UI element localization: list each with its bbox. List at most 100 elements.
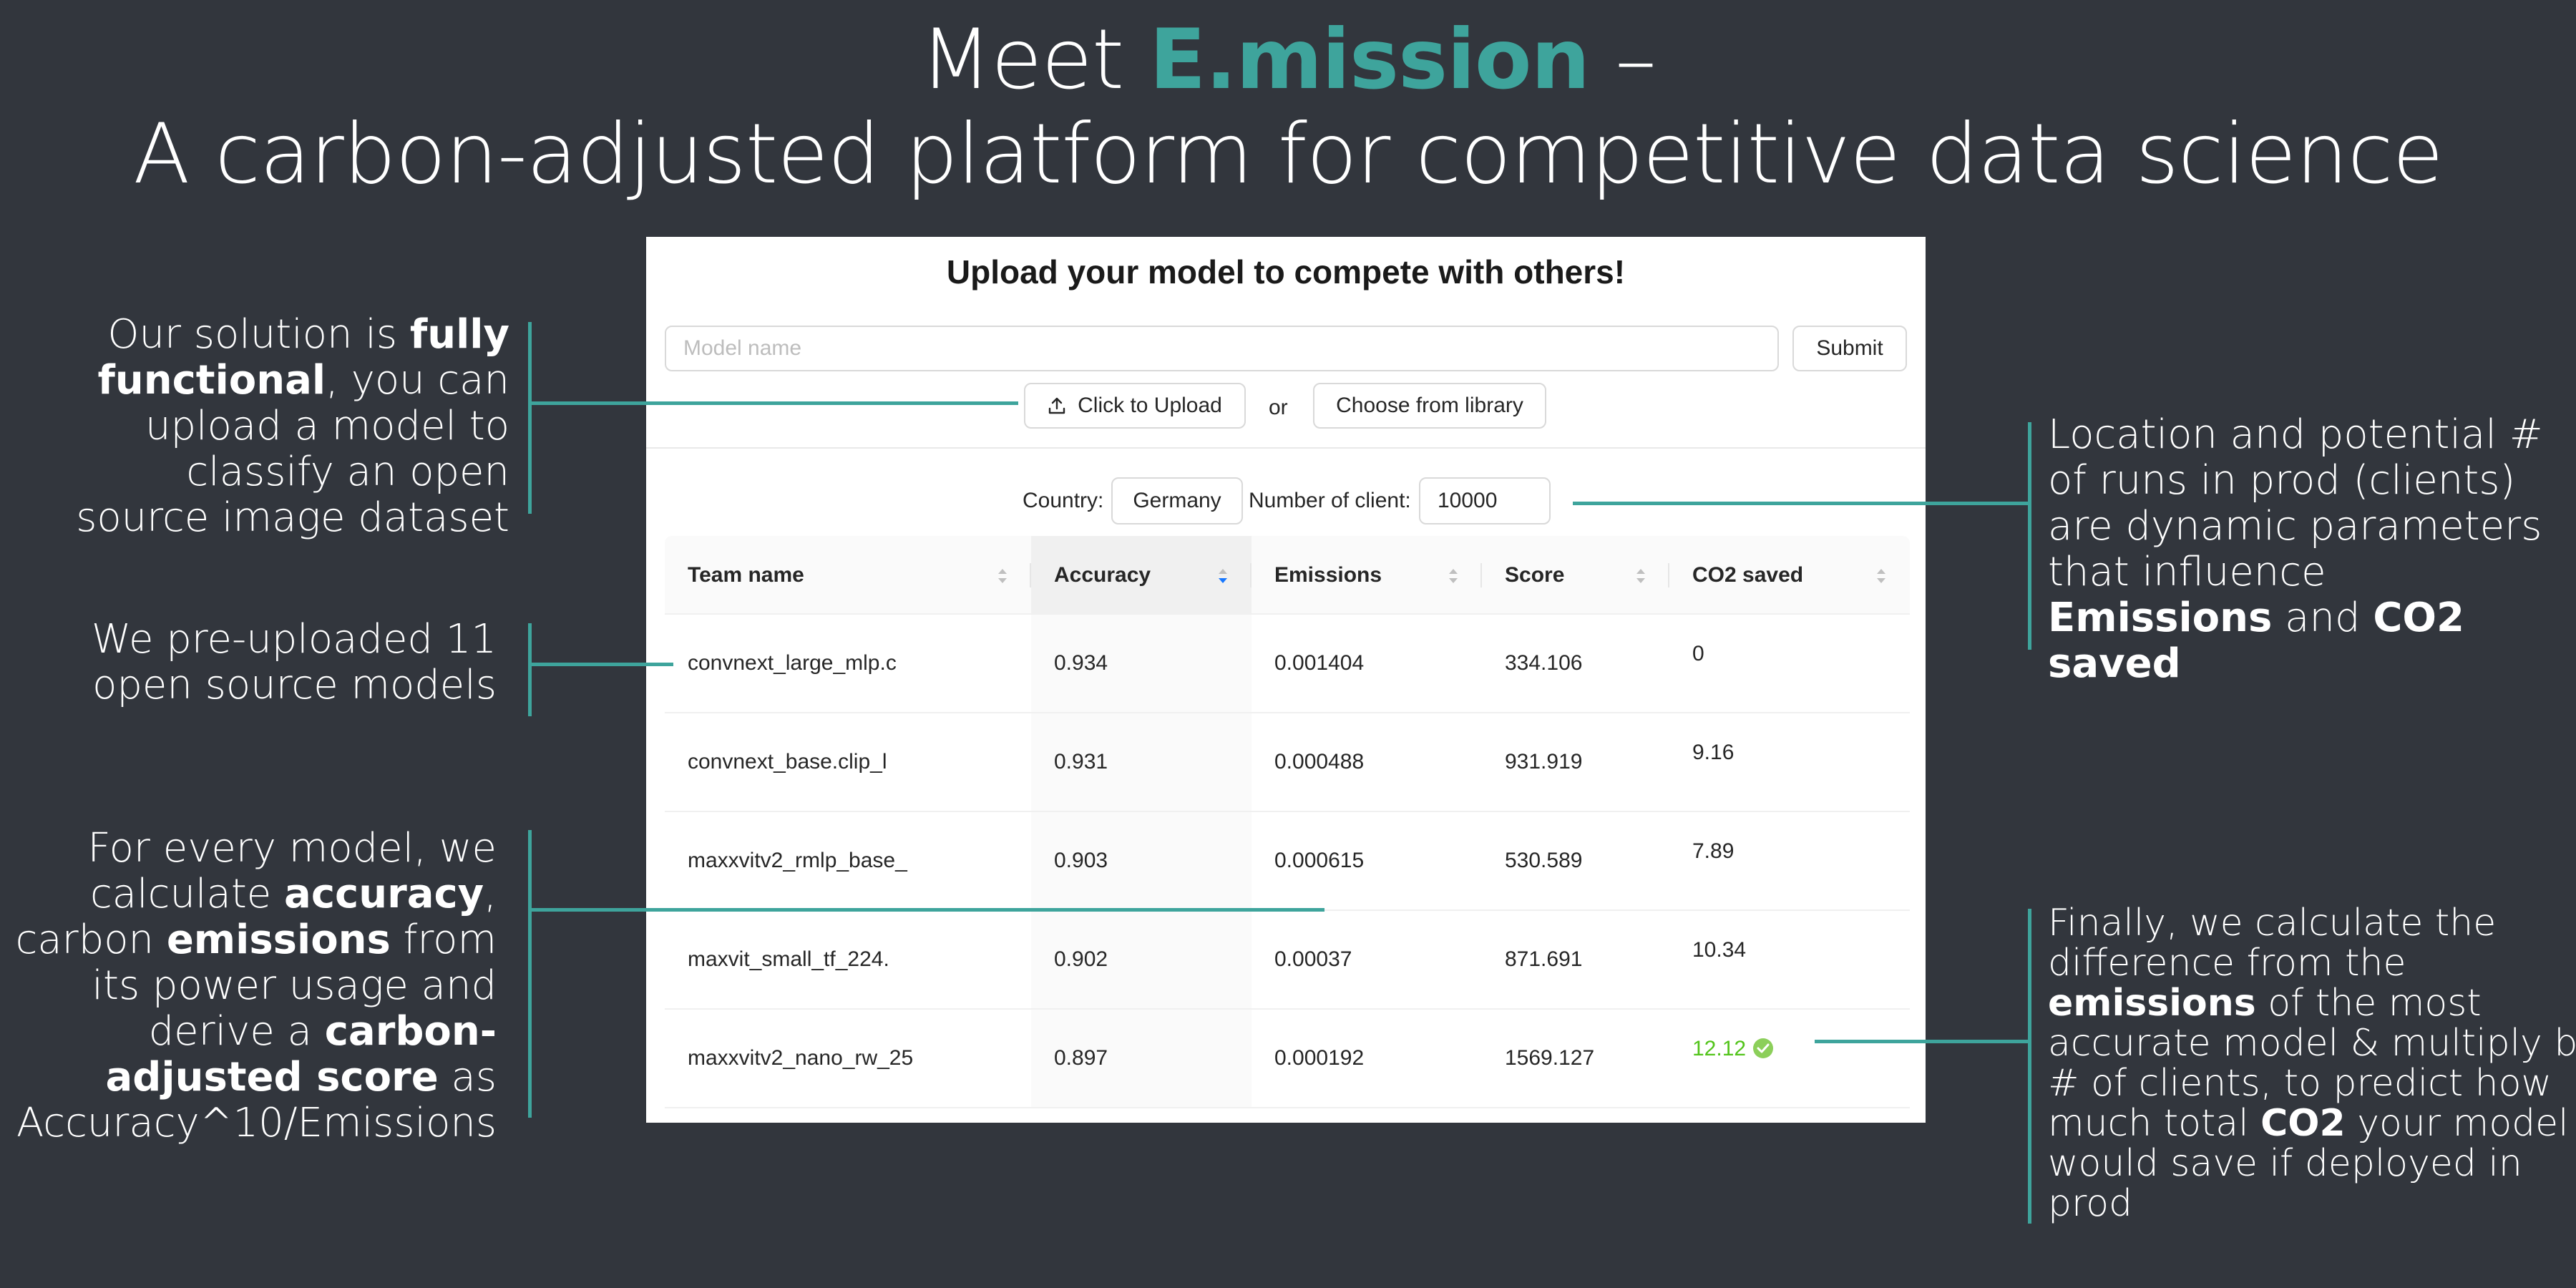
sort-icon[interactable]	[1634, 563, 1648, 589]
sort-icon[interactable]	[1446, 563, 1460, 589]
upload-heading: Upload your model to compete with others…	[946, 253, 1626, 291]
accuracy-cell: 0.903	[1031, 812, 1252, 909]
note-text: derive a	[148, 1008, 325, 1055]
slide-title: Meet E.mission – A carbon-adjusted platf…	[0, 13, 2576, 202]
co2-saved-cell: 10.34	[1692, 938, 1747, 962]
note-text: your model	[2345, 1102, 2569, 1145]
emissions-cell: 0.000615	[1274, 849, 1365, 872]
emissions-cell: 0.00037	[1274, 947, 1352, 971]
sort-icon[interactable]	[995, 563, 1010, 589]
upload-icon	[1048, 397, 1065, 414]
note-text: source image dataset	[76, 494, 509, 541]
score-cell: 871.691	[1505, 947, 1583, 971]
column-header-emissions[interactable]: Emissions	[1252, 536, 1482, 615]
model-name-input[interactable]	[665, 326, 1779, 371]
country-label: Country:	[1023, 489, 1104, 512]
note-text: open source models	[92, 662, 497, 708]
score-cell: 530.589	[1505, 849, 1583, 872]
note-text: from	[390, 917, 497, 963]
team-name-cell: convnext_base.clip_l	[688, 750, 887, 774]
choose-from-library-button[interactable]: Choose from library	[1313, 383, 1546, 429]
country-select[interactable]: Germany	[1111, 477, 1243, 525]
emissions-cell: 0.000192	[1274, 1046, 1365, 1070]
note-text: are dynamic parameters	[2048, 503, 2542, 550]
note-text: , you can	[326, 357, 509, 404]
submit-button[interactable]: Submit	[1792, 326, 1907, 371]
co2-saved-best-cell: 12.12	[1669, 1010, 1910, 1107]
note-text: Our solution is	[107, 311, 410, 358]
note-bold: emissions	[166, 917, 391, 963]
note-text: difference from the	[2048, 942, 2406, 985]
co2-saved-cell: 0	[1692, 642, 1704, 665]
column-label: Accuracy	[1054, 563, 1151, 587]
clients-input[interactable]: 10000	[1419, 477, 1551, 525]
note-text: of runs in prod (clients)	[2048, 457, 2516, 504]
table-row: convnext_large_mlp.c 0.934 0.001404 334.…	[665, 615, 1910, 713]
title-line-1: Meet E.mission –	[0, 13, 2576, 107]
note-text: Location and potential #	[2048, 411, 2543, 458]
column-header-accuracy[interactable]: Accuracy	[1031, 536, 1252, 615]
note-bold: accuracy	[284, 871, 484, 917]
co2-saved-value: 12.12	[1692, 1037, 1747, 1060]
emissions-cell: 0.000488	[1274, 750, 1365, 774]
column-header-team-name[interactable]: Team name	[665, 536, 1031, 615]
note-score-calculation: For every model, we calculate accuracy, …	[16, 826, 497, 1146]
note-pre-uploaded: We pre-uploaded 11 open source models	[92, 617, 497, 708]
note-bold: adjusted score	[105, 1054, 439, 1101]
team-name-cell: convnext_large_mlp.c	[688, 651, 897, 675]
note-text: would save if deployed in	[2048, 1142, 2522, 1185]
table-row: maxxvitv2_rmlp_base_ 0.903 0.000615 530.…	[665, 812, 1910, 911]
column-label: Emissions	[1274, 563, 1382, 587]
note-co2-saved: Finally, we calculate the difference fro…	[2048, 903, 2576, 1224]
or-label: or	[1269, 396, 1288, 419]
note-text: We pre-uploaded 11	[91, 616, 497, 663]
note-bold: functional	[97, 357, 326, 404]
note-dynamic-parameters: Location and potential # of runs in prod…	[2048, 412, 2543, 687]
co2-saved-cell: 7.89	[1692, 839, 1735, 863]
note-text: and	[2272, 595, 2373, 641]
bracket-note-1	[528, 322, 532, 514]
score-cell: 334.106	[1505, 651, 1583, 675]
filter-bar: Country: Germany Number of client: 10000	[646, 477, 1926, 525]
note-text: prod	[2048, 1182, 2133, 1225]
emissions-cell: 0.001404	[1274, 651, 1365, 675]
co2-saved-cell: 9.16	[1692, 741, 1735, 764]
bracket-note-2	[528, 623, 532, 716]
connector-line-5	[1815, 1040, 2029, 1043]
column-header-score[interactable]: Score	[1482, 536, 1669, 615]
connector-line-4	[1573, 502, 2029, 505]
team-name-cell: maxxvitv2_rmlp_base_	[688, 849, 907, 872]
app-panel: Upload your model to compete with others…	[646, 237, 1926, 1123]
title-subtitle: A carbon-adjusted platform for competiti…	[133, 106, 2444, 203]
note-text: calculate	[90, 871, 285, 917]
team-name-cell: maxxvitv2_nano_rw_25	[688, 1046, 914, 1070]
team-name-cell: maxvit_small_tf_224.	[688, 947, 889, 971]
leaderboard-table: Team name Accuracy Emissions Score CO2 s	[665, 536, 1910, 1108]
column-header-co2-saved[interactable]: CO2 saved	[1669, 536, 1910, 615]
click-to-upload-button[interactable]: Click to Upload	[1024, 383, 1246, 429]
note-bold: CO2	[2373, 595, 2464, 641]
note-text: upload a model to	[145, 403, 509, 449]
note-text: classify an open	[186, 449, 509, 495]
note-text: that influence	[2048, 549, 2326, 595]
score-cell: 931.919	[1505, 750, 1583, 774]
note-bold: carbon-	[324, 1008, 497, 1055]
note-text: Finally, we calculate the	[2048, 902, 2497, 945]
bracket-note-3	[528, 830, 532, 1118]
clients-label: Number of client:	[1249, 489, 1411, 512]
accuracy-cell: 0.897	[1031, 1010, 1252, 1107]
column-label: Team name	[688, 563, 804, 587]
upload-label: Click to Upload	[1078, 394, 1222, 417]
connector-line-2	[530, 663, 673, 666]
accuracy-cell: 0.934	[1031, 615, 1252, 712]
note-bold: fully	[409, 311, 509, 358]
note-bold: saved	[2048, 640, 2181, 687]
sort-icon[interactable]	[1874, 563, 1888, 589]
check-circle-icon	[1753, 1038, 1774, 1058]
sort-desc-icon[interactable]	[1216, 563, 1230, 589]
note-text: accurate model & multiply by	[2048, 1022, 2576, 1065]
note-text: its power usage and	[92, 962, 497, 1009]
table-row: convnext_base.clip_l 0.931 0.000488 931.…	[665, 713, 1910, 812]
brand-name: E.mission	[1149, 11, 1590, 108]
note-text: carbon	[15, 917, 167, 963]
